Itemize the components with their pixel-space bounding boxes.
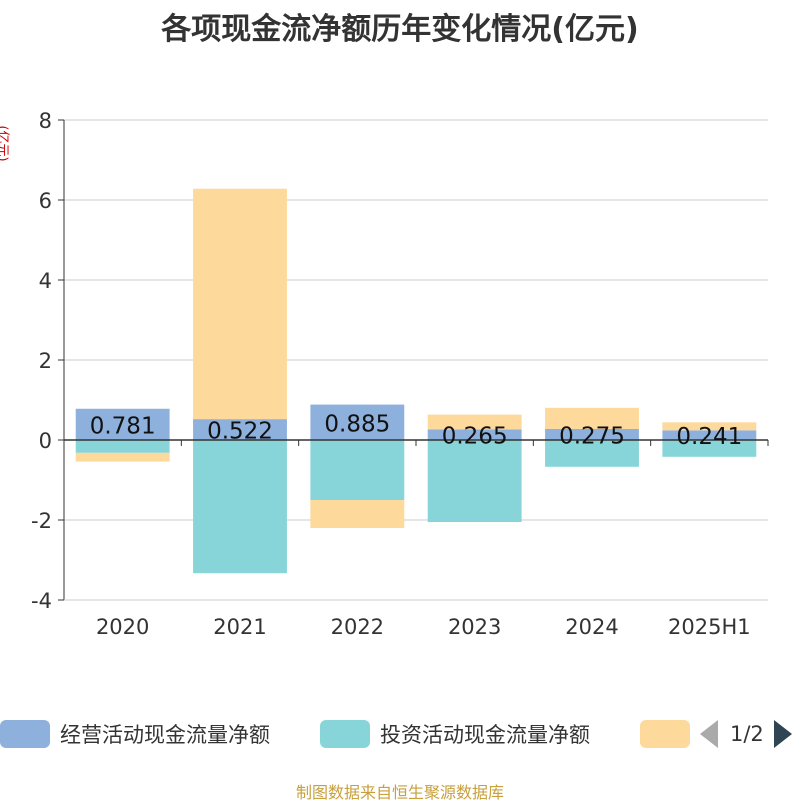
data-label: 0.781: [90, 413, 156, 439]
legend-next-icon[interactable]: [773, 720, 792, 748]
bars: [75, 188, 757, 574]
bar-2-2021[interactable]: [193, 440, 287, 574]
legend-swatch-operating: [0, 720, 50, 748]
legend-pager: 1/2: [700, 716, 792, 752]
legend-item-operating[interactable]: 经营活动现金流量净额: [0, 716, 270, 752]
data-label: 0.522: [207, 419, 273, 445]
y-tick-label: 4: [39, 269, 52, 293]
legend-label-operating: 经营活动现金流量净额: [60, 723, 270, 747]
bar-1-2021[interactable]: [193, 419, 287, 440]
x-tick-label: 2025H1: [668, 615, 751, 639]
data-label: 0.275: [559, 424, 625, 450]
y-tick-label: 2: [39, 349, 52, 373]
legend-prev-icon[interactable]: [700, 720, 718, 748]
data-labels: 0.781 0.522 0.885 0.265 0.275 0.241: [90, 411, 743, 450]
bar-2-2020[interactable]: [75, 440, 170, 453]
bar-3-2023[interactable]: [427, 414, 522, 430]
bar-1-2025H1[interactable]: [662, 430, 757, 440]
y-tick-label: -2: [31, 509, 52, 533]
x-tick-label: 2021: [213, 615, 266, 639]
y-tick-label: -4: [31, 589, 52, 613]
chart-canvas: -4 -2 0 2 4 6 8 2020 2021 2022 2023 2024 2025H1 0.78…: [31, 109, 769, 639]
bar-1-2024[interactable]: [545, 429, 639, 440]
bar-2-2023[interactable]: [427, 440, 522, 522]
bar-2-2024[interactable]: [545, 440, 639, 467]
legend-swatch-financing: [640, 720, 690, 748]
bar-1-2023[interactable]: [427, 429, 522, 440]
grid-lines: [64, 119, 768, 601]
y-tick-label: 8: [39, 109, 52, 133]
legend-page-indicator: 1/2: [730, 722, 764, 746]
legend-item-investing[interactable]: 投资活动现金流量净额: [320, 716, 590, 752]
bar-3-2024[interactable]: [545, 407, 639, 429]
bar-2-2022[interactable]: [310, 440, 405, 500]
chart-title: 各项现金流净额历年变化情况(亿元): [161, 12, 639, 47]
y-tick-label: 6: [39, 189, 52, 213]
x-tick-label: 2023: [448, 615, 501, 639]
legend: 经营活动现金流量净额 投资活动现金流量净额 1/2: [0, 716, 800, 752]
x-tick-label: 2020: [96, 615, 149, 639]
legend-label-investing: 投资活动现金流量净额: [380, 723, 590, 747]
bar-2-2025H1[interactable]: [662, 440, 757, 457]
y-tick-label: 0: [39, 429, 52, 453]
axes: -4 -2 0 2 4 6 8 2020 2021 2022 2023 2024 2025H1: [31, 109, 769, 639]
legend-item-financing[interactable]: [640, 716, 700, 752]
data-label: 0.265: [442, 424, 508, 450]
legend-swatch-investing: [320, 720, 370, 748]
bar-3-2025H1[interactable]: [662, 422, 757, 431]
data-label: 0.885: [324, 411, 390, 437]
bar-1-2020[interactable]: [75, 408, 170, 440]
source-note: 制图数据来自恒生聚源数据库: [295, 783, 504, 802]
x-tick-label: 2022: [331, 615, 384, 639]
bar-1-2022[interactable]: [310, 404, 405, 440]
bar-3-2022[interactable]: [310, 500, 405, 528]
x-tick-label: 2024: [565, 615, 618, 639]
bar-3-2021[interactable]: [193, 188, 287, 420]
data-label: 0.241: [676, 424, 742, 450]
bar-3-2020[interactable]: [75, 452, 170, 462]
